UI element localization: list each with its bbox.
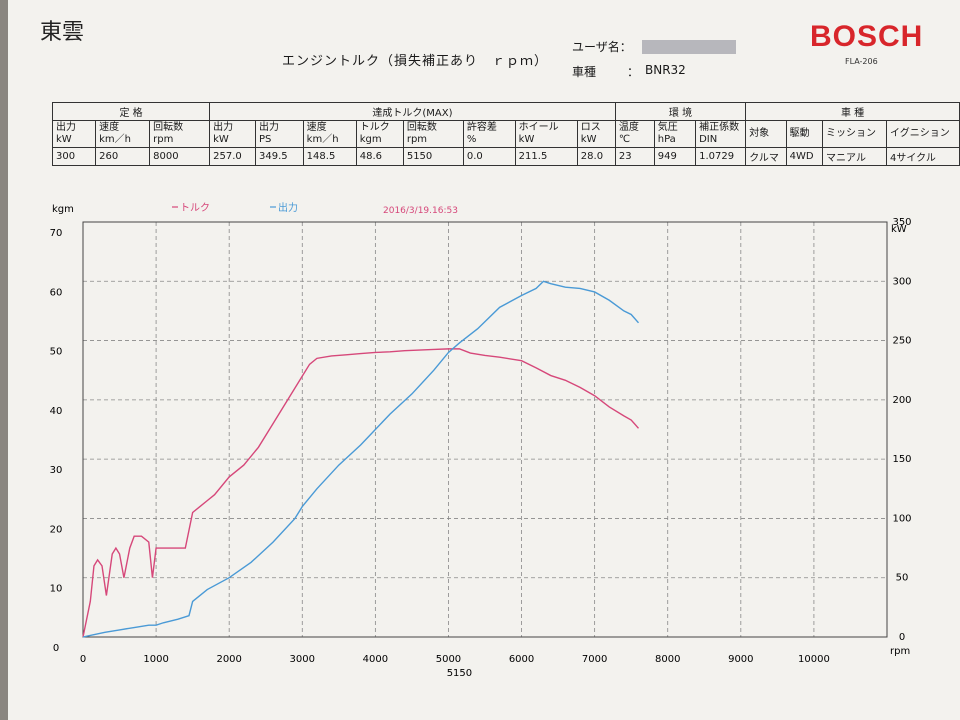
axis-ticks: 0 1000 2000 3000 4000 5000 6000 7000 8000 9000 100… bbox=[50, 217, 912, 665]
table-header-cell: 出力 kW bbox=[209, 120, 256, 148]
y-right-tick-label: 250 bbox=[892, 336, 911, 347]
y-left-tick-label: 10 bbox=[50, 584, 63, 595]
y-left-tick-label: 50 bbox=[50, 347, 63, 358]
table-header-cell: イグニション bbox=[885, 120, 960, 148]
table-header-cell: 回転数 rpm bbox=[149, 120, 211, 148]
table-value-cell: 260 bbox=[95, 147, 151, 166]
table-value-row: 300 260 8000 257.0 349.5 148.5 48.6 5150 0.0 211.… bbox=[51, 147, 960, 166]
table-value-cell: 28.0 bbox=[576, 147, 616, 166]
model-label: FLA-206 bbox=[845, 57, 878, 66]
table-header-cell: 温度 ℃ bbox=[614, 120, 655, 148]
legend-power: 出力 bbox=[278, 201, 298, 214]
table-header-cell: 速度 km／h bbox=[302, 120, 357, 148]
peak-rpm-marker: 5150 bbox=[447, 668, 472, 679]
x-tick-label: 10000 bbox=[798, 654, 830, 665]
table-value-cell: 4WD bbox=[785, 147, 824, 166]
power-series-line bbox=[82, 280, 640, 638]
car-colon: ： bbox=[627, 65, 640, 79]
table-header-cell: 許容差% bbox=[462, 120, 516, 148]
legend-torque: トルク bbox=[180, 202, 210, 214]
table-header-row: 出力 kW 速度 km／h 回転数 rpm 出力 kW 出力 PS 速度 km／h トルク kgm 回転数 r… bbox=[51, 120, 960, 148]
x-tick-label: 8000 bbox=[655, 654, 680, 665]
y-left-tick-label: 30 bbox=[50, 465, 63, 476]
y-right-tick-label: 100 bbox=[892, 513, 911, 524]
x-tick-label: 5000 bbox=[436, 654, 461, 665]
car-value: BNR32 bbox=[645, 63, 686, 77]
y-left-label: kgm bbox=[52, 204, 74, 215]
y-left-tick-label: 70 bbox=[50, 228, 63, 239]
table-header-cell: トルク kgm bbox=[355, 120, 404, 148]
table-header-cell: 速度 km／h bbox=[95, 120, 151, 148]
chart-grid bbox=[83, 221, 887, 637]
table-value-cell: 949 bbox=[653, 147, 697, 166]
table-value-cell: 148.5 bbox=[302, 147, 357, 166]
spec-table: 定 格 達成トルク(MAX) 環 境 車 種 出力 kW 速度 km／h 回転数 rpm 出… bbox=[51, 102, 960, 166]
table-value-cell: 5150 bbox=[402, 147, 464, 166]
brand-logo: BOSCH bbox=[810, 20, 924, 53]
x-tick-label: 9000 bbox=[728, 654, 753, 665]
table-value-cell: 211.5 bbox=[514, 147, 578, 166]
y-right-tick-label: 350 bbox=[892, 217, 911, 228]
y-right-tick-label: 300 bbox=[892, 276, 911, 287]
y-right-tick-label: 200 bbox=[892, 395, 911, 406]
y-right-tick-label: 150 bbox=[892, 454, 911, 465]
torque-series-line bbox=[82, 348, 640, 638]
table-value-cell: 349.5 bbox=[254, 147, 304, 166]
x-tick-label: 7000 bbox=[582, 654, 607, 665]
x-tick-label: 4000 bbox=[363, 654, 388, 665]
table-value-cell: 8000 bbox=[149, 147, 211, 166]
x-tick-label: 0 bbox=[80, 654, 86, 665]
x-tick-label: 3000 bbox=[290, 654, 315, 665]
y-right-label: kW bbox=[891, 224, 907, 235]
x-axis-label: rpm bbox=[890, 646, 910, 657]
page-title: エンジントルク（損失補正あり ｒｐｍ） bbox=[282, 54, 549, 69]
y-left-tick-label: 0 bbox=[53, 643, 59, 654]
x-tick-label: 6000 bbox=[509, 654, 534, 665]
table-header-cell: 対象 bbox=[745, 120, 787, 148]
user-label: ユーザ名： bbox=[572, 40, 632, 54]
corner-logo: 東雲 bbox=[40, 20, 85, 45]
table-header-cell: ミッション bbox=[822, 120, 887, 148]
y-left-tick-label: 20 bbox=[50, 524, 63, 535]
table-value-cell: クルマ bbox=[745, 147, 787, 166]
table-value-cell: 257.0 bbox=[209, 147, 256, 166]
x-tick-label: 2000 bbox=[216, 654, 241, 665]
table-value-cell: 48.6 bbox=[355, 147, 404, 166]
y-right-tick-label: 0 bbox=[899, 632, 905, 643]
timestamp: 2016/3/19.16:53 bbox=[383, 206, 458, 216]
car-label: 車種 bbox=[572, 65, 597, 79]
x-tick-label: 1000 bbox=[143, 654, 168, 665]
y-right-tick-label: 50 bbox=[896, 573, 909, 584]
table-header-cell: 出力 PS bbox=[254, 120, 304, 148]
table-header-cell: ホイール kW bbox=[514, 120, 578, 148]
table-value-cell: 300 bbox=[51, 147, 97, 166]
table-header-cell: 回転数 rpm bbox=[402, 120, 464, 148]
user-redacted-field bbox=[642, 40, 736, 54]
plot-frame bbox=[82, 221, 888, 638]
table-value-cell: 4サイクル bbox=[885, 147, 960, 166]
y-left-tick-label: 60 bbox=[50, 287, 63, 298]
y-left-tick-label: 40 bbox=[50, 406, 63, 417]
